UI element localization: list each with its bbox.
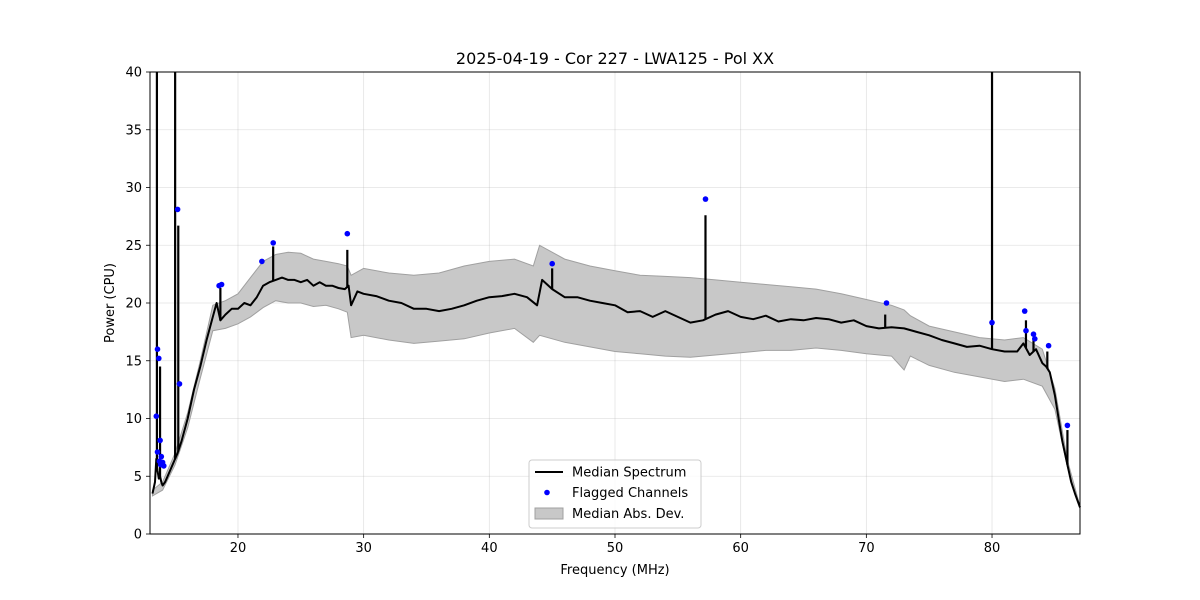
y-tick-label: 0: [134, 528, 142, 543]
x-tick-label: 40: [481, 541, 498, 556]
chart-title: 2025-04-19 - Cor 227 - LWA125 - Pol XX: [456, 49, 774, 68]
flagged-channel-point: [1032, 336, 1038, 342]
legend-label-median-spectrum: Median Spectrum: [572, 466, 686, 481]
y-tick-label: 5: [134, 470, 142, 485]
flagged-channel-point: [1030, 331, 1037, 338]
flagged-channel-point: [158, 453, 165, 460]
flagged-channel-point: [344, 230, 351, 237]
y-tick-label: 15: [125, 354, 142, 369]
legend-label-median-abs-dev: Median Abs. Dev.: [572, 507, 684, 522]
y-tick-label: 40: [125, 66, 142, 81]
flagged-channel-point: [270, 240, 277, 246]
flagged-channel-point: [157, 437, 163, 444]
flagged-channel-point: [153, 413, 160, 420]
y-tick-label: 10: [125, 412, 142, 427]
flagged-channel-point: [883, 300, 890, 306]
flagged-channel-point: [218, 281, 225, 288]
flagged-channel-point: [1021, 308, 1028, 314]
x-tick-label: 20: [230, 541, 247, 556]
flagged-channel-point: [259, 258, 265, 265]
y-tick-label: 35: [125, 123, 142, 138]
x-tick-label: 70: [858, 541, 875, 556]
legend-label-flagged-channels: Flagged Channels: [572, 486, 688, 501]
flagged-channel-point: [702, 196, 709, 202]
median-spectrum-line: [151, 276, 1081, 508]
flagged-channel-point: [989, 319, 995, 326]
flagged-channel-point: [1045, 342, 1052, 349]
flagged-channel-point: [154, 346, 161, 353]
y-tick-label: 20: [125, 297, 142, 312]
x-tick-label: 50: [607, 541, 624, 556]
x-axis-label: Frequency (MHz): [560, 563, 669, 578]
y-axis-ticks: 0 5 10 15 20 25 30 35 40: [125, 66, 150, 543]
legend-patch-swatch: [534, 507, 564, 520]
y-axis-label: Power (CPU): [103, 263, 118, 343]
flagged-points-layer: [153, 196, 1071, 469]
flagged-channel-point: [1023, 327, 1029, 334]
flagged-channel-point: [154, 449, 161, 455]
x-tick-label: 80: [984, 541, 1001, 556]
flagged-channel-point: [176, 381, 183, 387]
flagged-channel-point: [1064, 422, 1071, 429]
legend-box: [528, 459, 702, 529]
median-line-layer: [151, 276, 1081, 508]
flagged-channel-point: [157, 461, 164, 468]
x-tick-label: 30: [355, 541, 372, 556]
flagged-channel-point: [156, 355, 162, 362]
flagged-channel-point: [549, 260, 555, 267]
x-axis-ticks: 20 30 40 50 60 70 80: [230, 534, 1001, 556]
flagged-channel-point: [174, 206, 181, 213]
y-tick-label: 30: [125, 181, 142, 196]
legend: Median Spectrum Flagged Channels Median …: [528, 459, 702, 529]
y-tick-label: 25: [125, 239, 142, 254]
x-tick-label: 60: [732, 541, 749, 556]
legend-marker-swatch: [544, 489, 550, 496]
